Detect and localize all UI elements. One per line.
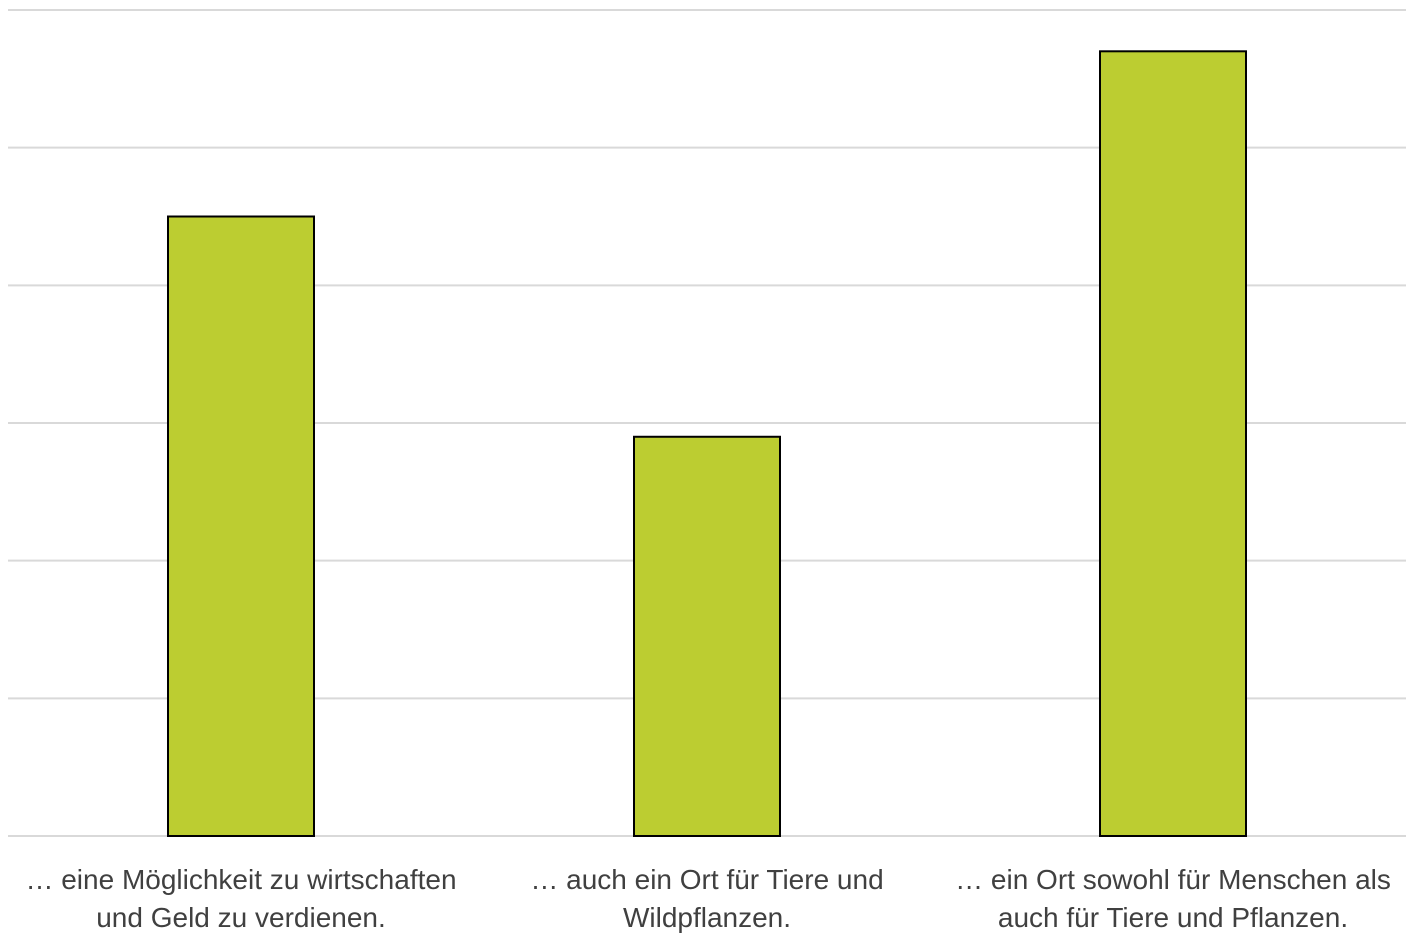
bar-3 [1099,50,1247,838]
category-label-3-line-1: … ein Ort sowohl für Menschen als [955,864,1391,895]
category-label-1-line-1: … eine Möglichkeit zu wirtschaften [25,864,456,895]
bars [167,50,1247,838]
bar-1 [167,215,315,837]
category-label-3-line-2: auch für Tiere und Pflanzen. [998,902,1348,933]
bar-2 [633,435,781,837]
category-label-1-line-2: und Geld zu verdienen. [96,902,386,933]
category-labels: … eine Möglichkeit zu wirtschaften und Ge… [25,864,1390,933]
category-label-2-line-1: … auch ein Ort für Tiere und [530,864,883,895]
category-label-2-line-2: Wildpflanzen. [623,902,791,933]
